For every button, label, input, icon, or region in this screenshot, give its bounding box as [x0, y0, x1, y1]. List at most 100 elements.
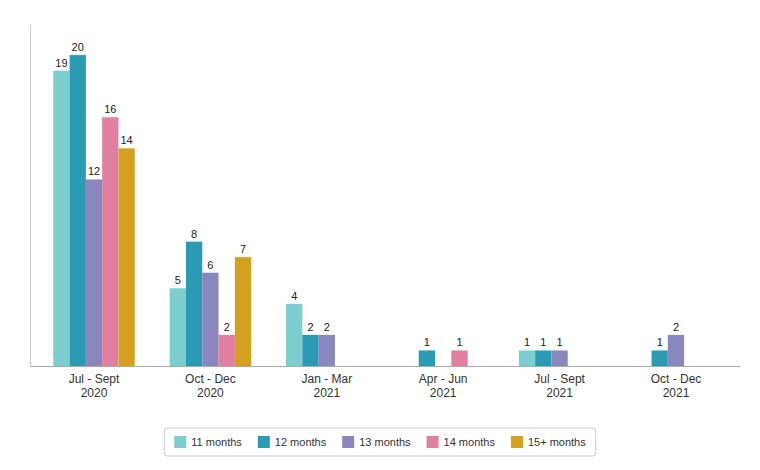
x-tick-label-line: Oct - Dec — [651, 372, 702, 386]
x-tick-label-line: 2020 — [81, 386, 108, 400]
legend-frame — [164, 428, 595, 456]
bars — [53, 55, 684, 366]
data-label: 1 — [657, 336, 663, 348]
x-tick: Jan - Mar2021 — [301, 366, 352, 400]
x-tick-label: Apr - Jun2021 — [419, 372, 468, 400]
x-tick-label-line: Oct - Dec — [185, 372, 236, 386]
data-label: 16 — [104, 103, 116, 115]
data-label: 4 — [291, 290, 297, 302]
bar-series — [118, 148, 251, 366]
bar — [419, 350, 435, 366]
legend-label: 14 months — [444, 436, 496, 448]
bar — [286, 304, 302, 366]
bar — [402, 366, 418, 367]
legend-label: 12 months — [275, 436, 327, 448]
legend-item: 14 months — [427, 436, 496, 448]
x-tick: Oct - Dec2021 — [651, 366, 702, 400]
bar — [170, 288, 186, 366]
legend-item: 15+ months — [511, 436, 586, 448]
bar — [102, 117, 118, 366]
bar — [202, 273, 218, 366]
bar — [535, 350, 551, 366]
data-label: 1 — [540, 336, 546, 348]
legend-item: 13 months — [342, 436, 411, 448]
legend-swatch — [258, 436, 270, 448]
data-label: 2 — [673, 321, 679, 333]
plot: 1954120821111262121621147Jul - Sept2020O… — [31, 25, 741, 400]
x-tick-label-line: 2021 — [430, 386, 457, 400]
data-label: 19 — [55, 57, 67, 69]
bar — [219, 335, 235, 366]
bar — [468, 366, 484, 367]
bar — [584, 366, 600, 367]
x-axis: Jul - Sept2020Oct - Dec2020Jan - Mar2021… — [31, 366, 741, 400]
x-tick-label: Oct - Dec2021 — [651, 372, 702, 400]
x-tick-label-line: 2021 — [546, 386, 573, 400]
bar — [302, 335, 318, 366]
x-tick-label-line: Jan - Mar — [301, 372, 352, 386]
x-tick-label-line: 2021 — [313, 386, 340, 400]
bar — [351, 366, 367, 367]
data-label: 5 — [175, 274, 181, 286]
bar — [86, 179, 102, 366]
bar — [700, 366, 716, 367]
bar — [519, 350, 535, 366]
x-tick-label-line: Jul - Sept — [534, 372, 585, 386]
x-tick-label-line: 2020 — [197, 386, 224, 400]
x-tick-label-line: Jul - Sept — [69, 372, 120, 386]
bar-series — [86, 179, 684, 366]
bar — [319, 335, 335, 366]
legend-label: 11 months — [191, 436, 242, 448]
y-axis — [30, 25, 31, 367]
legend: 11 months 12 months 13 months 14 months 15+ … — [164, 428, 595, 456]
bar — [551, 350, 567, 366]
legend-label: 13 months — [359, 436, 411, 448]
legend-item: 12 months — [258, 436, 327, 448]
data-label: 1 — [557, 336, 563, 348]
bar — [186, 242, 202, 366]
chart: 1954120821111262121621147Jul - Sept2020O… — [0, 0, 760, 470]
data-label: 12 — [88, 165, 100, 177]
x-tick: Oct - Dec2020 — [185, 366, 236, 400]
data-label: 20 — [72, 41, 84, 53]
x-axis-line — [31, 366, 741, 367]
data-label: 6 — [207, 259, 213, 271]
x-tick-label: Jan - Mar2021 — [301, 372, 352, 400]
data-label: 2 — [307, 321, 313, 333]
data-label: 8 — [191, 228, 197, 240]
bar-series — [53, 71, 535, 366]
bar — [568, 366, 584, 367]
bar — [435, 366, 451, 367]
x-tick-label: Jul - Sept2020 — [69, 372, 120, 400]
bar — [335, 366, 351, 367]
data-labels: 1954120821111262121621147 — [55, 41, 679, 348]
x-tick-label: Jul - Sept2021 — [534, 372, 585, 400]
data-label: 1 — [424, 336, 430, 348]
bar — [635, 366, 651, 367]
bar — [684, 366, 700, 367]
legend-swatch — [342, 436, 354, 448]
y-axis-line — [30, 25, 31, 367]
legend-label: 15+ months — [528, 436, 586, 448]
data-label: 7 — [240, 243, 246, 255]
bar-series — [70, 55, 668, 366]
legend-item: 11 months — [174, 436, 242, 448]
bar — [668, 335, 684, 366]
data-label: 2 — [224, 321, 230, 333]
bar-series — [102, 117, 467, 366]
bar — [118, 148, 134, 366]
x-tick-label-line: 2021 — [663, 386, 690, 400]
data-label: 1 — [456, 336, 462, 348]
x-tick-label: Oct - Dec2020 — [185, 372, 236, 400]
bar — [451, 350, 467, 366]
x-tick: Jul - Sept2021 — [534, 366, 585, 400]
x-tick: Jul - Sept2020 — [69, 366, 120, 400]
x-tick: Apr - Jun2021 — [419, 366, 468, 400]
x-tick-label-line: Apr - Jun — [419, 372, 468, 386]
legend-swatch — [511, 436, 523, 448]
data-label: 1 — [524, 336, 530, 348]
bar — [53, 71, 69, 366]
data-label: 14 — [120, 134, 132, 146]
bar — [652, 350, 668, 366]
legend-swatch — [174, 436, 186, 448]
